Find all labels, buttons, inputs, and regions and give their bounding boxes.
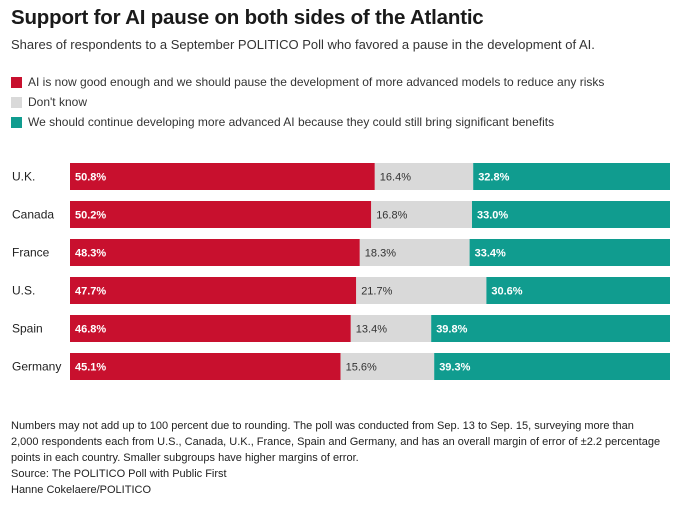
footnotes: Numbers may not add up to 100 percent du… — [11, 418, 681, 498]
credit-note: Hanne Cokelaere/POLITICO — [11, 484, 152, 496]
data-label-continue: 32.8% — [478, 172, 509, 184]
data-label-pause: 47.7% — [75, 286, 106, 298]
chart-subtitle: Shares of respondents to a September POL… — [11, 37, 595, 52]
bar-segment-dont-know — [356, 277, 487, 304]
data-label-continue: 33.0% — [477, 210, 508, 222]
category-label: France — [12, 246, 50, 260]
chart-svg: U.K. 50.8% 16.4% 32.8% Canada 50.2% 16.8% 33.0%… — [12, 163, 670, 380]
legend-swatch-continue — [11, 116, 22, 128]
data-label-continue: 39.8% — [436, 324, 467, 336]
data-label-pause: 50.8% — [75, 172, 106, 184]
data-label-continue: 33.4% — [475, 248, 506, 260]
data-label-pause: 46.8% — [75, 324, 106, 336]
bar-segment-pause — [70, 239, 360, 266]
data-label-dont-know: 16.4% — [380, 172, 411, 184]
bar-segment-continue — [486, 277, 670, 304]
bar-segment-pause — [70, 163, 375, 190]
legend-item-continue: We should continue developing more advan… — [11, 112, 604, 132]
category-label: U.K. — [12, 170, 35, 184]
bar-segment-continue — [431, 315, 670, 342]
data-label-continue: 30.6% — [491, 286, 522, 298]
data-label-pause: 50.2% — [75, 210, 106, 222]
bar-segment-dont-know — [374, 163, 474, 190]
bar-segment-continue — [472, 201, 670, 228]
data-label-pause: 45.1% — [75, 362, 106, 374]
stacked-bar-chart: U.K. 50.8% 16.4% 32.8% Canada 50.2% 16.8% 33.0%… — [0, 160, 687, 390]
bar-segment-pause — [70, 201, 372, 228]
legend-label-pause: AI is now good enough and we should paus… — [28, 75, 605, 89]
data-label-continue: 39.3% — [439, 362, 470, 374]
category-label: Canada — [12, 208, 54, 222]
legend-swatch-pause — [11, 76, 22, 88]
legend-item-dont-know: Don't know — [11, 92, 604, 112]
bar-segment-dont-know — [350, 315, 432, 342]
bar-segment-pause — [70, 277, 357, 304]
bar-segment-pause — [70, 353, 341, 380]
chart-title: Support for AI pause on both sides of th… — [11, 6, 484, 29]
legend-item-pause: AI is now good enough and we should paus… — [11, 72, 604, 92]
footnote-line: 2,000 respondents each from U.S., Canada… — [11, 436, 661, 448]
bar-segment-pause — [70, 315, 351, 342]
category-label: Germany — [12, 360, 61, 374]
legend-label-continue: We should continue developing more advan… — [28, 115, 555, 129]
legend-swatch-dont-know — [11, 96, 22, 108]
category-label: U.S. — [12, 284, 35, 298]
legend: AI is now good enough and we should paus… — [11, 72, 604, 132]
data-label-dont-know: 21.7% — [361, 286, 392, 298]
bar-segment-continue — [434, 353, 670, 380]
source-note: Source: The POLITICO Poll with Public Fi… — [11, 468, 227, 480]
bar-segment-dont-know — [371, 201, 472, 228]
footnote-line: points in each country. Smaller subgroup… — [11, 452, 359, 464]
data-label-dont-know: 13.4% — [356, 324, 387, 336]
bar-segment-dont-know — [359, 239, 470, 266]
data-label-dont-know: 15.6% — [346, 362, 377, 374]
bar-segment-continue — [469, 239, 670, 266]
data-label-dont-know: 16.8% — [376, 210, 407, 222]
data-label-dont-know: 18.3% — [365, 248, 396, 260]
bar-segment-dont-know — [340, 353, 435, 380]
legend-label-dont-know: Don't know — [28, 95, 87, 109]
category-label: Spain — [12, 322, 43, 336]
bar-segment-continue — [473, 163, 670, 190]
footnote-line: Numbers may not add up to 100 percent du… — [11, 420, 634, 432]
data-label-pause: 48.3% — [75, 248, 106, 260]
